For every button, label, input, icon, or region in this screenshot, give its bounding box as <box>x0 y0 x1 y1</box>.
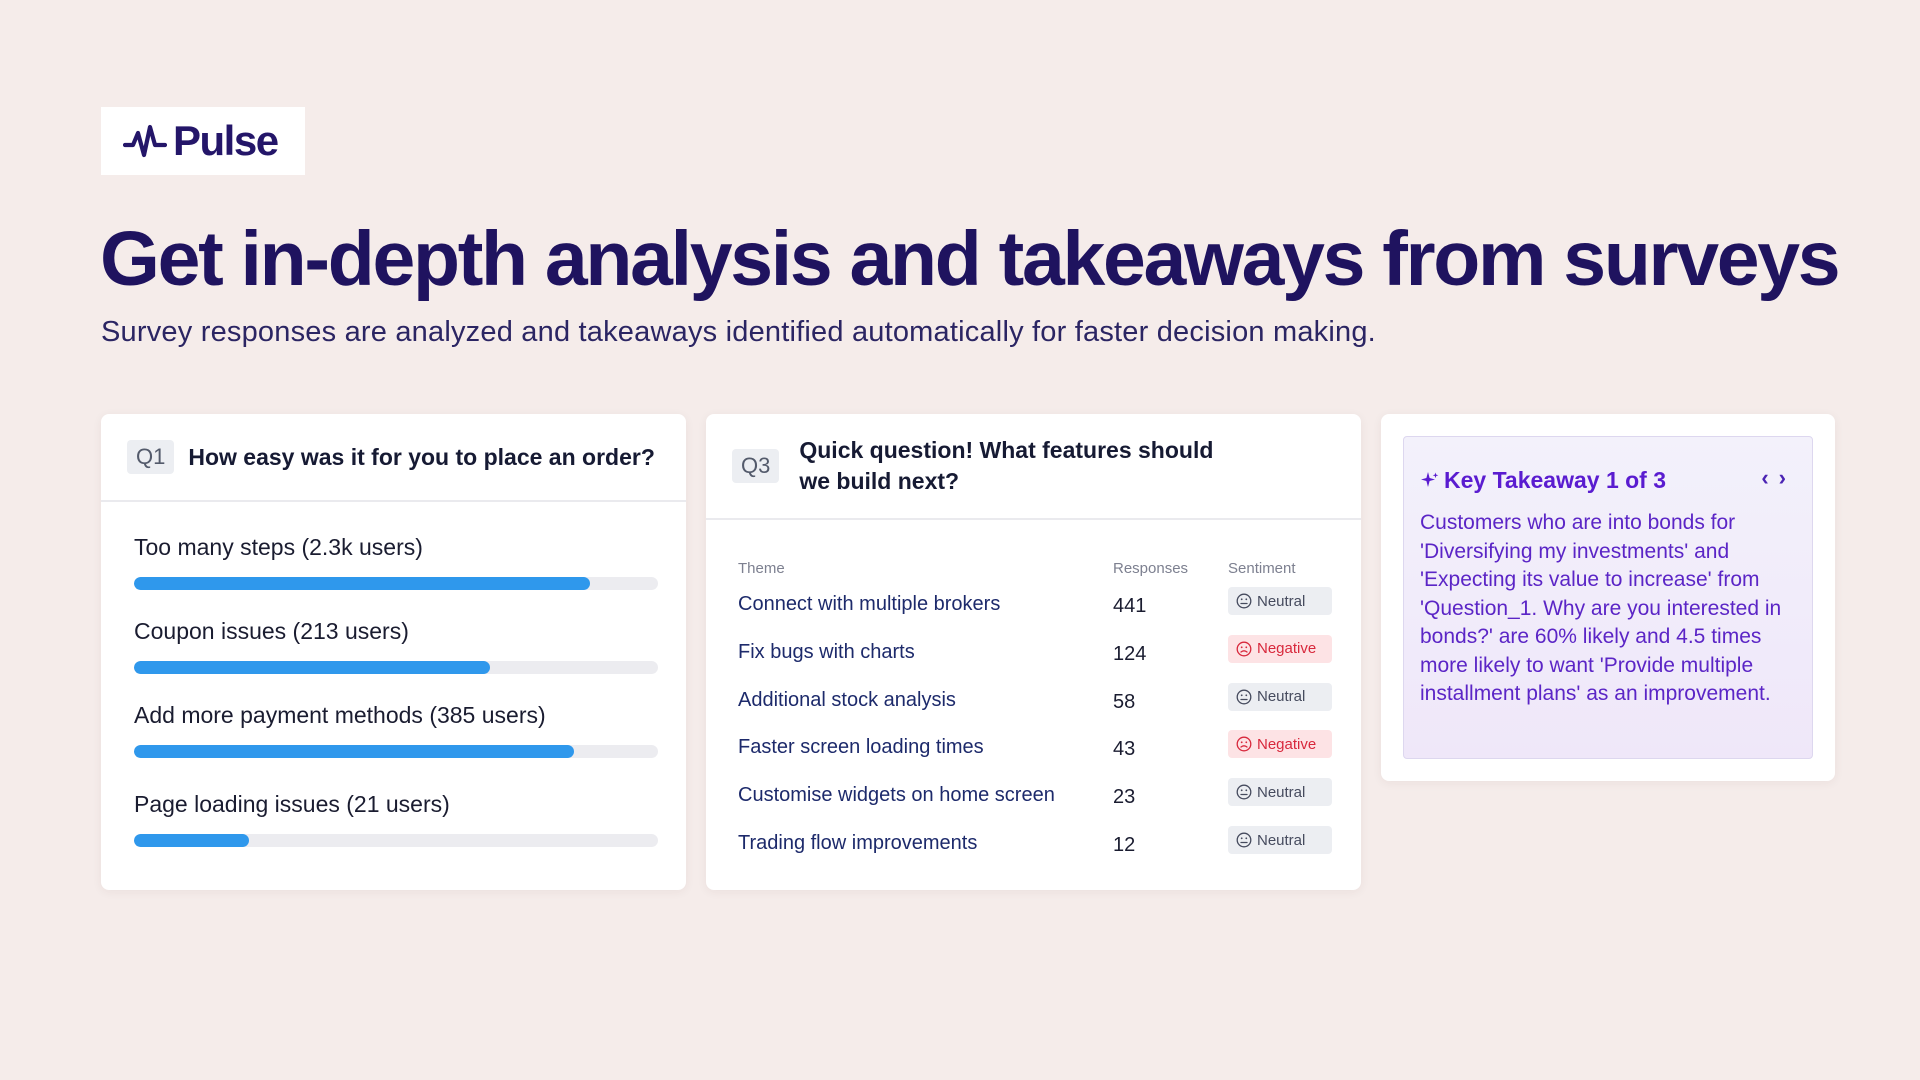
sparkle-icon <box>1421 471 1439 487</box>
sentiment-badge: Neutral <box>1228 826 1332 854</box>
sentiment-badge: Neutral <box>1228 682 1332 711</box>
key-takeaway-body: Customers who are into bonds for 'Divers… <box>1420 511 1782 705</box>
negative-face-icon <box>1236 641 1252 657</box>
bar-label: Too many steps (2.3k users) <box>134 534 423 560</box>
q1-header: Q1 How easy was it for you to place an o… <box>101 414 686 502</box>
theme-cell: Trading flow improvements <box>738 832 978 854</box>
responses-cell: 12 <box>1113 834 1136 856</box>
bar-item: Coupon issues (213 users) <box>134 618 658 674</box>
neutral-face-icon <box>1236 832 1252 848</box>
theme-cell: Faster screen loading times <box>738 736 984 759</box>
table-row: Trading flow improvements 12 Neutral <box>706 826 1361 866</box>
question-badge: Q3 <box>732 449 780 483</box>
sentiment-badge: Negative <box>1228 730 1332 759</box>
sentiment-badge: Negative <box>1228 634 1332 663</box>
table-row: Additional stock analysis 58 Neutral <box>706 682 1361 723</box>
bar-track <box>134 745 658 758</box>
theme-cell: Connect with multiple brokers <box>738 593 1001 615</box>
key-takeaway-title: Key Takeaway 1 of 3 <box>1420 467 1666 494</box>
chevron-right-icon[interactable]: › <box>1778 465 1786 490</box>
page-title: Get in-depth analysis and takeaways from… <box>100 216 1841 302</box>
key-takeaway-card: Key Takeaway 1 of 3 ‹ › Customers who ar… <box>1381 414 1835 781</box>
key-takeaway-panel: Key Takeaway 1 of 3 ‹ › Customers who ar… <box>1403 436 1813 759</box>
bar-fill <box>134 661 491 674</box>
q3-header: Q3 Quick question! What features should … <box>706 414 1361 520</box>
responses-cell: 58 <box>1113 690 1136 713</box>
table-row: Customise widgets on home screen 23 Neutra… <box>706 778 1361 818</box>
responses-cell: 43 <box>1113 738 1136 761</box>
sentiment-label: Neutral <box>1257 592 1306 610</box>
key-takeaway-title-text: Key Takeaway 1 of 3 <box>1444 467 1667 493</box>
bar-track <box>134 577 658 590</box>
bar-label: Coupon issues (213 users) <box>134 618 409 644</box>
bar-fill <box>134 577 590 590</box>
sentiment-label: Neutral <box>1257 688 1306 706</box>
bar-fill <box>134 834 250 847</box>
column-header-responses: Responses <box>1113 560 1189 577</box>
table-row: Connect with multiple brokers 441 Neutral <box>706 587 1361 627</box>
responses-cell: 23 <box>1113 786 1136 809</box>
takeaway-pagination: ‹ › <box>1761 465 1786 491</box>
question-badge: Q1 <box>127 440 175 474</box>
sentiment-label: Negative <box>1257 735 1317 753</box>
table-row: Faster screen loading times 43 Negative <box>706 730 1361 770</box>
chevron-left-icon[interactable]: ‹ <box>1761 465 1769 490</box>
bar-label: Page loading issues (21 users) <box>134 791 450 817</box>
question-title: How easy was it for you to place an orde… <box>188 443 655 470</box>
brand-name: Pulse <box>173 117 279 164</box>
neutral-face-icon <box>1236 593 1252 609</box>
question-title: Quick question! What features should we … <box>799 437 1214 494</box>
negative-face-icon <box>1236 736 1252 752</box>
column-header-theme: Theme <box>738 560 785 577</box>
responses-cell: 124 <box>1113 642 1147 665</box>
bar-track <box>134 661 658 674</box>
bar-item: Add more payment methods (385 users) <box>134 702 658 758</box>
pulse-wave-icon <box>123 124 167 158</box>
sentiment-label: Negative <box>1257 640 1317 658</box>
sentiment-label: Neutral <box>1257 783 1306 801</box>
theme-cell: Fix bugs with charts <box>738 640 915 663</box>
bar-item: Too many steps (2.3k users) <box>134 534 658 590</box>
neutral-face-icon <box>1236 689 1252 705</box>
sentiment-badge: Neutral <box>1228 778 1332 807</box>
bar-label: Add more payment methods (385 users) <box>134 702 546 728</box>
theme-cell: Additional stock analysis <box>738 688 956 711</box>
pulse-logo: Pulse <box>101 107 305 175</box>
bar-track <box>134 834 658 847</box>
theme-cell: Customise widgets on home screen <box>738 784 1055 807</box>
neutral-face-icon <box>1236 784 1252 800</box>
q1-card: Q1 How easy was it for you to place an o… <box>101 414 686 890</box>
sentiment-label: Neutral <box>1257 831 1306 849</box>
bar-fill <box>134 745 575 758</box>
q3-card: Q3 Quick question! What features should … <box>706 414 1361 890</box>
sentiment-badge: Neutral <box>1228 587 1332 615</box>
column-header-sentiment: Sentiment <box>1228 560 1296 577</box>
page-subtitle: Survey responses are analyzed and takeaw… <box>101 316 1376 348</box>
responses-cell: 441 <box>1113 595 1147 617</box>
table-row: Fix bugs with charts 124 Negative <box>706 634 1361 675</box>
bar-item: Page loading issues (21 users) <box>134 791 658 847</box>
